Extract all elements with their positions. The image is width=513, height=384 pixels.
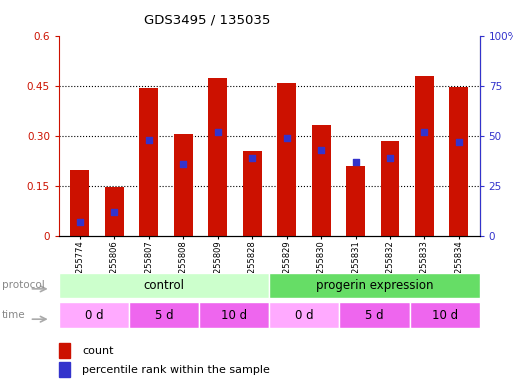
Bar <box>139 88 158 236</box>
Text: protocol: protocol <box>2 280 44 290</box>
Point <box>317 147 325 153</box>
Bar <box>277 83 296 236</box>
Bar <box>340 302 409 328</box>
Bar <box>59 273 269 298</box>
Point <box>179 161 187 167</box>
Text: 0 d: 0 d <box>85 309 103 322</box>
Point <box>455 139 463 146</box>
Text: time: time <box>2 310 25 320</box>
Text: count: count <box>82 346 114 356</box>
Point <box>283 135 291 141</box>
Bar <box>129 302 199 328</box>
Bar <box>409 302 480 328</box>
Bar <box>415 76 434 236</box>
Text: progerin expression: progerin expression <box>315 279 433 291</box>
Bar <box>346 166 365 236</box>
Bar <box>208 78 227 236</box>
Text: 10 d: 10 d <box>431 309 458 322</box>
Bar <box>449 87 468 236</box>
Text: 10 d: 10 d <box>221 309 247 322</box>
Bar <box>59 302 129 328</box>
Point <box>386 155 394 161</box>
Point <box>248 155 256 161</box>
Bar <box>59 343 70 358</box>
Point <box>351 159 360 166</box>
Bar <box>311 125 330 236</box>
Bar <box>105 187 124 236</box>
Bar <box>243 151 262 236</box>
Text: 5 d: 5 d <box>155 309 173 322</box>
Bar <box>173 134 192 236</box>
Point <box>75 219 84 225</box>
Bar <box>269 273 480 298</box>
Point <box>420 129 428 136</box>
Text: control: control <box>144 279 185 291</box>
Text: 5 d: 5 d <box>365 309 384 322</box>
Point <box>110 209 119 215</box>
Point <box>145 137 153 143</box>
Bar <box>199 302 269 328</box>
Bar <box>269 302 340 328</box>
Point <box>213 129 222 136</box>
Bar <box>70 170 89 236</box>
Text: GDS3495 / 135035: GDS3495 / 135035 <box>144 13 270 26</box>
Text: 0 d: 0 d <box>295 309 313 322</box>
Bar <box>59 362 70 377</box>
Bar <box>381 141 400 236</box>
Text: percentile rank within the sample: percentile rank within the sample <box>82 365 270 375</box>
